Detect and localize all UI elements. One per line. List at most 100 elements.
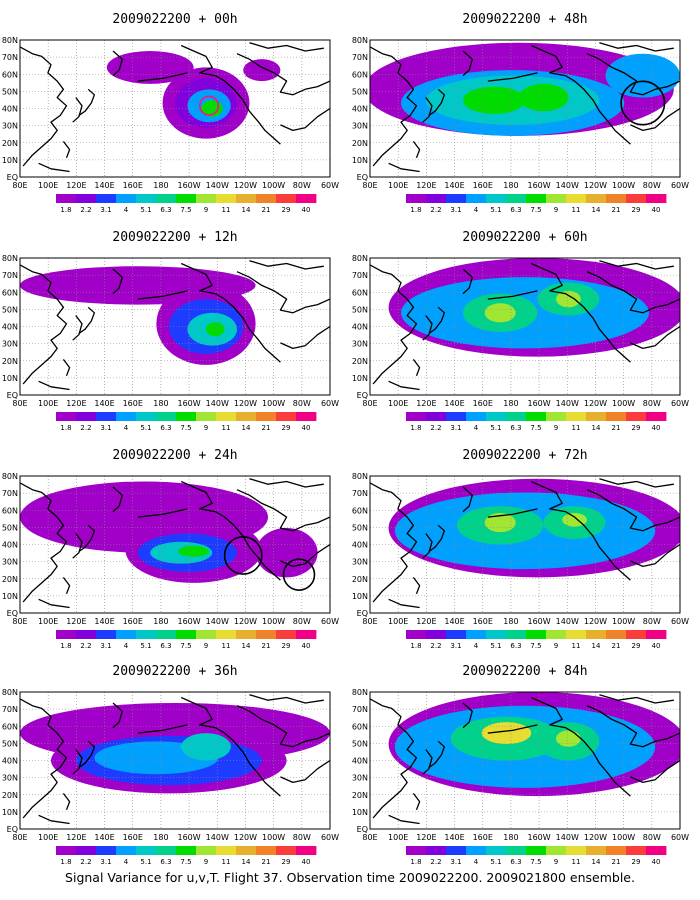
- observation-region-circle: [199, 95, 220, 116]
- colorbar-swatch: [76, 630, 97, 639]
- colorbar-swatch: [96, 630, 117, 639]
- lat-tick-label: 20N: [352, 357, 368, 366]
- coastline: [137, 290, 188, 300]
- lon-tick-label: 60W: [321, 181, 339, 190]
- colorbar-swatch: [446, 846, 467, 855]
- lat-tick-label: 70N: [352, 705, 368, 714]
- observation-region-circle: [620, 80, 666, 126]
- colorbar-swatch: [56, 630, 77, 639]
- coastline: [630, 759, 680, 784]
- panel-title: 2009022200 + 36h: [112, 664, 237, 679]
- coastline: [38, 380, 70, 391]
- colorbar-swatch: [56, 412, 77, 421]
- lon-tick-label: 60W: [671, 181, 689, 190]
- coastline: [462, 486, 473, 513]
- colorbar-label: 14: [242, 424, 251, 432]
- lon-tick-label: 180: [153, 399, 168, 408]
- lon-tick-label: 120W: [584, 181, 607, 190]
- coastline: [62, 359, 71, 377]
- colorbar-swatch: [296, 412, 317, 421]
- colorbar-label: 11: [572, 642, 581, 650]
- colorbar-swatch: [406, 194, 427, 203]
- lat-tick-label: 20N: [2, 791, 18, 800]
- coastline: [62, 793, 71, 811]
- lat-tick-label: EQ: [357, 825, 368, 834]
- colorbar-swatch: [466, 412, 487, 421]
- colorbar-label: 7.5: [530, 206, 541, 214]
- colorbar-label: 5.1: [140, 424, 151, 432]
- colorbar-swatch: [486, 194, 507, 203]
- coastline: [137, 508, 188, 518]
- map-panel: 2009022200 + 00h 80E 100E 120E 140E 160E 180 16…: [2, 12, 339, 214]
- map-panel: 2009022200 + 48h 80E 100E 120E 140E 160E 180 16…: [352, 12, 689, 214]
- lon-tick-label: 180: [503, 617, 518, 626]
- coastline: [62, 141, 71, 159]
- coastline: [112, 268, 123, 295]
- colorbar-swatch: [606, 630, 627, 639]
- coastline: [412, 359, 421, 377]
- lat-tick-label: 10N: [2, 156, 18, 165]
- lon-tick-label: 160E: [473, 617, 493, 626]
- colorbar-swatch: [626, 846, 647, 855]
- lon-tick-label: 80E: [12, 181, 27, 190]
- lon-tick-label: 80W: [643, 399, 661, 408]
- colorbar-swatch: [466, 846, 487, 855]
- colorbar-swatch: [546, 412, 567, 421]
- coastline: [422, 315, 433, 341]
- lat-tick-label: 70N: [2, 53, 18, 62]
- colorbar-swatch: [156, 630, 177, 639]
- colorbar-swatch: [446, 412, 467, 421]
- variance-contour: [484, 303, 516, 323]
- colorbar-swatch: [526, 846, 547, 855]
- lon-tick-label: 120W: [234, 399, 257, 408]
- variance-contour: [556, 290, 581, 308]
- colorbar-swatch: [566, 412, 587, 421]
- lon-tick-label: 120E: [66, 833, 86, 842]
- colorbar-label: 6.3: [160, 642, 171, 650]
- lon-tick-label: 100W: [262, 833, 285, 842]
- coastline: [180, 262, 281, 363]
- colorbar-swatch: [606, 412, 627, 421]
- colorbar-label: 11: [222, 642, 231, 650]
- lon-tick-label: 100W: [262, 399, 285, 408]
- colorbar-swatch: [156, 412, 177, 421]
- map-frame: [369, 39, 681, 178]
- colorbar-label: 3.1: [450, 424, 461, 432]
- colorbar-label: 40: [652, 858, 661, 866]
- map-frame: [19, 39, 331, 178]
- colorbar-label: 3.1: [100, 206, 111, 214]
- colorbar-label: 21: [262, 858, 271, 866]
- coastline: [422, 533, 433, 559]
- coastline: [20, 264, 68, 385]
- colorbar-label: 11: [572, 206, 581, 214]
- colorbar-swatch: [506, 846, 527, 855]
- coastline: [236, 271, 330, 314]
- lat-tick-label: 10N: [352, 808, 368, 817]
- colorbar-swatch: [406, 846, 427, 855]
- lat-tick-label: 60N: [352, 722, 368, 731]
- variance-contour: [605, 53, 680, 98]
- lat-tick-label: EQ: [7, 173, 18, 182]
- colorbar-swatch: [56, 846, 77, 855]
- colorbar-swatch: [296, 194, 317, 203]
- lon-tick-label: 80W: [643, 181, 661, 190]
- lat-tick-label: 30N: [2, 774, 18, 783]
- colorbar-swatch: [96, 846, 117, 855]
- coastline: [586, 705, 680, 748]
- lon-tick-label: 100W: [262, 181, 285, 190]
- lon-tick-label: 80W: [643, 833, 661, 842]
- lat-tick-label: 40N: [352, 105, 368, 114]
- colorbar-label: 40: [302, 858, 311, 866]
- colorbar-label: 1.8: [410, 424, 421, 432]
- lon-tick-label: 160E: [123, 399, 143, 408]
- variance-contour: [181, 733, 231, 761]
- lon-tick-label: 180: [503, 833, 518, 842]
- map-panel: 2009022200 + 60h 80E 100E 120E 140E 160E 180 16…: [352, 230, 689, 432]
- coastline: [62, 577, 71, 595]
- colorbar-swatch: [486, 412, 507, 421]
- colorbar-swatch: [646, 630, 667, 639]
- lat-tick-label: 70N: [352, 53, 368, 62]
- lat-tick-label: 10N: [2, 592, 18, 601]
- lat-tick-label: 60N: [2, 506, 18, 515]
- colorbar-label: 21: [262, 424, 271, 432]
